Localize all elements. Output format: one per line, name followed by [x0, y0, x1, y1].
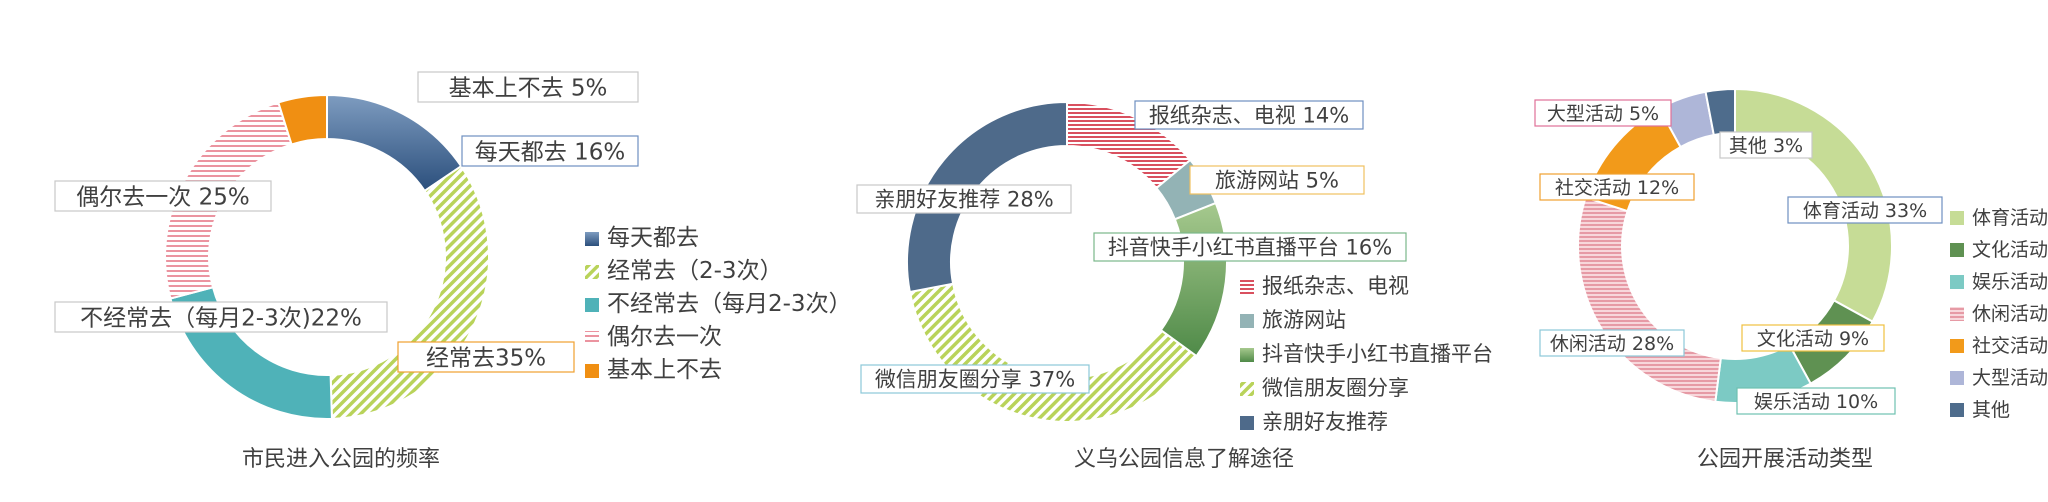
legend-label: 其他	[1972, 399, 2010, 421]
svg-text:旅游网站 5%: 旅游网站 5%	[1215, 169, 1339, 193]
legend-label: 微信朋友圈分享	[1262, 376, 1409, 400]
legend-label: 大型活动	[1972, 367, 2048, 389]
svg-text:报纸杂志、电视 14%: 报纸杂志、电视 14%	[1149, 104, 1349, 128]
donut-slice	[329, 164, 490, 420]
legend-swatch	[1240, 416, 1254, 430]
legend-swatch	[1950, 339, 1964, 353]
legend-item: 经常去（2-3次）	[585, 258, 783, 284]
chart-title: 义乌公园信息了解途径	[1074, 447, 1294, 472]
legend-swatch	[1950, 243, 1964, 257]
svg-text:亲朋好友推荐 28%: 亲朋好友推荐 28%	[874, 188, 1053, 212]
svg-text:不经常去（每月2-3次)22%: 不经常去（每月2-3次)22%	[80, 305, 362, 331]
legend-item: 偶尔去一次	[585, 324, 722, 350]
legend-swatch	[1240, 314, 1254, 328]
legend-label: 体育活动	[1972, 207, 2048, 229]
donut-slice	[1159, 201, 1228, 358]
legend-label: 休闲活动	[1972, 303, 2048, 325]
svg-text:经常去35%: 经常去35%	[426, 345, 546, 371]
svg-text:抖音快手小红书直播平台 16%: 抖音快手小红书直播平台 16%	[1108, 236, 1392, 260]
legend-item: 大型活动	[1950, 367, 2048, 389]
data-label: 报纸杂志、电视 14%	[1134, 100, 1364, 130]
donut-slice	[1577, 196, 1722, 403]
legend-swatch	[1950, 211, 1964, 225]
legend-swatch	[585, 331, 599, 345]
legend-item: 体育活动	[1950, 207, 2048, 229]
chart-title: 公园开展活动类型	[1697, 447, 1873, 472]
legend-item: 休闲活动	[1950, 303, 2048, 325]
data-label: 旅游网站 5%	[1189, 165, 1365, 195]
svg-text:基本上不去 5%: 基本上不去 5%	[449, 75, 608, 101]
legend-swatch	[1950, 371, 1964, 385]
svg-text:休闲活动 28%: 休闲活动 28%	[1550, 333, 1674, 355]
data-label: 偶尔去一次 25%	[54, 180, 272, 212]
legend-item: 娱乐活动	[1950, 271, 2048, 293]
legend-swatch	[585, 298, 599, 312]
data-label: 抖音快手小红书直播平台 16%	[1093, 232, 1407, 262]
legend-label: 抖音快手小红书直播平台	[1262, 342, 1493, 366]
legend-swatch	[585, 364, 599, 378]
legend-item: 报纸杂志、电视	[1240, 274, 1409, 298]
legend-item: 基本上不去	[585, 357, 722, 383]
legend-item: 文化活动	[1950, 239, 2048, 261]
legend-swatch	[585, 265, 599, 279]
legend-label: 偶尔去一次	[607, 324, 722, 350]
legend-label: 娱乐活动	[1972, 271, 2048, 293]
legend-swatch	[1950, 403, 1964, 417]
data-label: 每天都去 16%	[461, 135, 639, 167]
legend-swatch	[1950, 307, 1964, 321]
legend-label: 经常去（2-3次）	[607, 258, 783, 284]
legend-swatch	[585, 232, 599, 246]
legend-label: 基本上不去	[607, 357, 722, 383]
legend-label: 每天都去	[607, 225, 699, 251]
legend-item: 微信朋友圈分享	[1240, 376, 1409, 400]
activity-type-donut-chart: 体育活动 33% 文化活动 9% 娱乐活动 10% 休闲活动 28% 社交活动 12% 大…	[1534, 87, 2048, 472]
data-label: 休闲活动 28%	[1539, 329, 1685, 357]
svg-text:体育活动 33%: 体育活动 33%	[1803, 200, 1927, 222]
donut-slice	[908, 282, 1198, 423]
data-label: 社交活动 12%	[1539, 173, 1695, 201]
donut-slice	[326, 93, 463, 193]
data-label: 其他 3%	[1719, 131, 1813, 159]
data-label: 经常去35%	[397, 341, 575, 373]
data-label: 文化活动 9%	[1741, 324, 1885, 352]
legend-swatch	[1950, 275, 1964, 289]
legend-label: 不经常去（每月2-3次）	[607, 291, 852, 317]
data-label: 大型活动 5%	[1534, 99, 1672, 127]
legend-swatch	[1240, 382, 1254, 396]
frequency-donut-chart: 每天都去 16% 经常去35% 不经常去（每月2-3次)22% 偶尔去一次 25% 基本…	[54, 71, 852, 472]
legend-swatch	[1240, 280, 1254, 294]
svg-text:社交活动 12%: 社交活动 12%	[1555, 177, 1679, 199]
svg-text:每天都去 16%: 每天都去 16%	[475, 139, 625, 165]
legend-item: 抖音快手小红书直播平台	[1240, 342, 1493, 366]
donut-slice	[277, 93, 328, 146]
legend-label: 亲朋好友推荐	[1262, 410, 1388, 434]
svg-text:文化活动 9%: 文化活动 9%	[1757, 328, 1869, 350]
data-label: 不经常去（每月2-3次)22%	[54, 301, 388, 333]
legend-swatch	[1240, 348, 1254, 362]
legend-label: 社交活动	[1972, 335, 2048, 357]
data-label: 娱乐活动 10%	[1736, 387, 1896, 415]
legend-item: 旅游网站	[1240, 308, 1346, 332]
data-label: 体育活动 33%	[1787, 196, 1943, 224]
legend-item: 社交活动	[1950, 335, 2048, 357]
data-label: 微信朋友圈分享 37%	[860, 364, 1090, 394]
svg-text:娱乐活动 10%: 娱乐活动 10%	[1754, 391, 1878, 413]
svg-text:微信朋友圈分享 37%: 微信朋友圈分享 37%	[875, 368, 1075, 392]
info-channel-donut-chart: 报纸杂志、电视 14% 旅游网站 5% 抖音快手小红书直播平台 16% 微信朋友圈分享…	[856, 100, 1493, 472]
legend-label: 报纸杂志、电视	[1262, 274, 1409, 298]
legend-item: 其他	[1950, 399, 2010, 421]
legend-item: 亲朋好友推荐	[1240, 410, 1388, 434]
legend-item: 每天都去	[585, 225, 699, 251]
svg-text:其他 3%: 其他 3%	[1729, 135, 1803, 157]
data-label: 基本上不去 5%	[417, 71, 639, 103]
legend-item: 不经常去（每月2-3次）	[585, 291, 852, 317]
legend-label: 文化活动	[1972, 239, 2048, 261]
legend-label: 旅游网站	[1262, 308, 1346, 332]
svg-text:大型活动 5%: 大型活动 5%	[1547, 103, 1659, 125]
chart-title: 市民进入公园的频率	[242, 447, 440, 472]
data-label: 亲朋好友推荐 28%	[856, 184, 1072, 214]
svg-text:偶尔去一次 25%: 偶尔去一次 25%	[76, 184, 249, 210]
